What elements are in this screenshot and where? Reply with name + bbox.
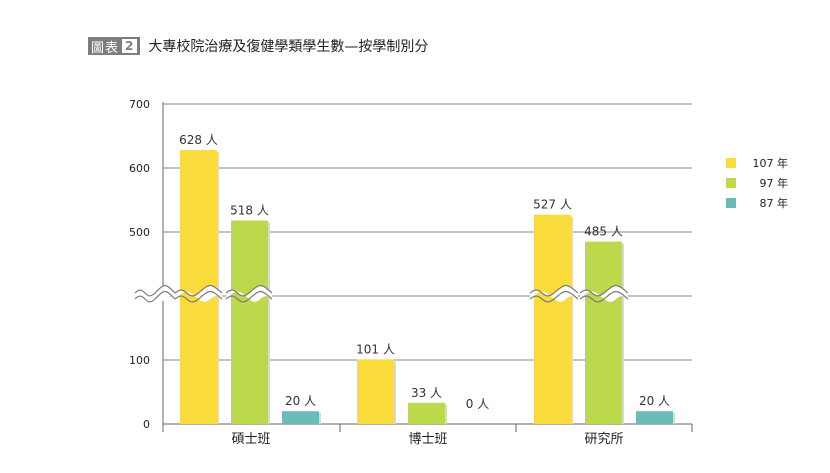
bar [408,402,445,424]
legend-label: 97 年 [760,176,789,190]
legend-swatch [726,178,736,188]
bar [231,220,268,424]
data-label: 485 人 [584,225,623,239]
axis-break-bar-line [174,290,223,303]
figure-tag: 圖表 2 [88,37,141,56]
figure-tag-number: 2 [122,39,138,53]
data-label: 0 人 [466,397,489,411]
data-label: 33 人 [411,386,442,400]
legend-label: 107 年 [753,156,789,170]
title-row: 圖表 2 大專校院治療及復健學類學生數—按學制別分 [88,36,428,56]
y-tick-label: 700 [129,98,150,111]
bar [585,241,622,424]
axis-break-bar-line [529,284,579,297]
y-tick-label: 500 [129,226,150,239]
data-label: 518 人 [230,203,269,217]
x-category-label: 研究所 [584,432,623,447]
data-label: 527 人 [533,198,572,212]
axis-break-bar-line [225,284,273,297]
legend-label: 87 年 [760,196,789,210]
legend-swatch [726,198,736,208]
bar [636,411,673,424]
y-tick-label: 100 [129,354,150,367]
bar [282,411,319,424]
data-label: 20 人 [639,394,670,408]
chart-title: 大專校院治療及復健學類學生數—按學制別分 [148,39,429,55]
x-category-label: 碩士班 [231,432,270,447]
figure-tag-label: 圖表 [91,40,120,56]
axis-break-bar-line [174,284,223,297]
y-tick-label: 600 [129,162,150,175]
legend-swatch [726,158,736,168]
axis-break-bar-line [579,284,629,297]
axis-break-left-line [134,284,176,297]
data-label: 628 人 [179,133,218,147]
bar [534,214,571,424]
y-tick-label: 0 [143,418,150,431]
data-label: 101 人 [356,342,395,356]
data-label: 20 人 [285,394,316,408]
axis-break-left-line [134,290,176,303]
bar [357,359,394,424]
axis-break-bar-line [529,290,579,303]
axis-break-bar-line [225,290,273,303]
axis-break-bar-line [579,290,629,303]
x-category-label: 博士班 [408,432,447,447]
